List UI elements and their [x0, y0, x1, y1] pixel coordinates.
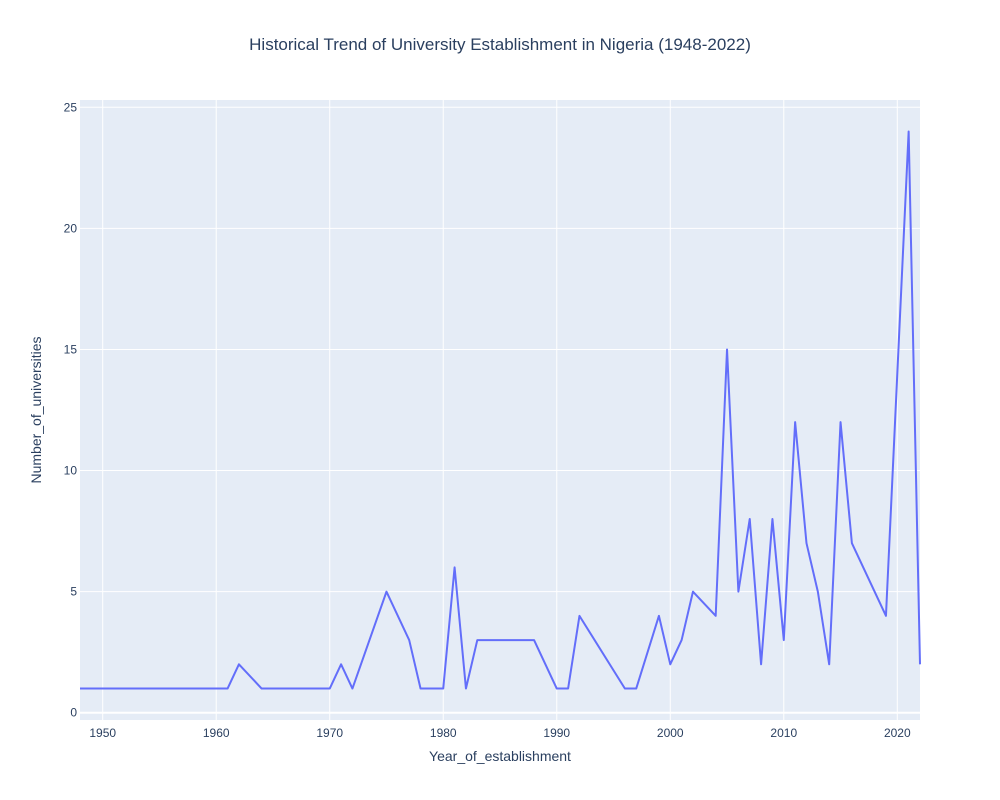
plot-area [80, 100, 920, 720]
y-tick-label: 10 [64, 464, 78, 478]
x-axis-title: Year_of_establishment [429, 748, 571, 764]
series-layer [80, 130, 921, 690]
y-axis-title: Number_of_universities [28, 336, 44, 483]
y-tick-label: 25 [64, 100, 78, 114]
x-tick-label: 1950 [89, 726, 116, 740]
x-tick-label: 2010 [770, 726, 797, 740]
tick-labels: 1950 1960 1970 1980 1990 2000 2010 2020 0 5 10 15 20… [64, 100, 911, 740]
gridlines [80, 100, 920, 720]
x-tick-label: 1980 [430, 726, 457, 740]
x-tick-label: 1960 [203, 726, 230, 740]
y-tick-label: 20 [64, 221, 78, 235]
x-tick-label: 2000 [657, 726, 684, 740]
x-tick-label: 1990 [543, 726, 570, 740]
y-tick-label: 0 [70, 706, 77, 720]
y-tick-label: 5 [70, 585, 77, 599]
x-tick-label: 2020 [884, 726, 911, 740]
chart-title: Historical Trend of University Establish… [249, 35, 751, 54]
y-tick-label: 15 [64, 342, 78, 356]
series-line [80, 130, 921, 690]
x-tick-label: 1970 [316, 726, 343, 740]
